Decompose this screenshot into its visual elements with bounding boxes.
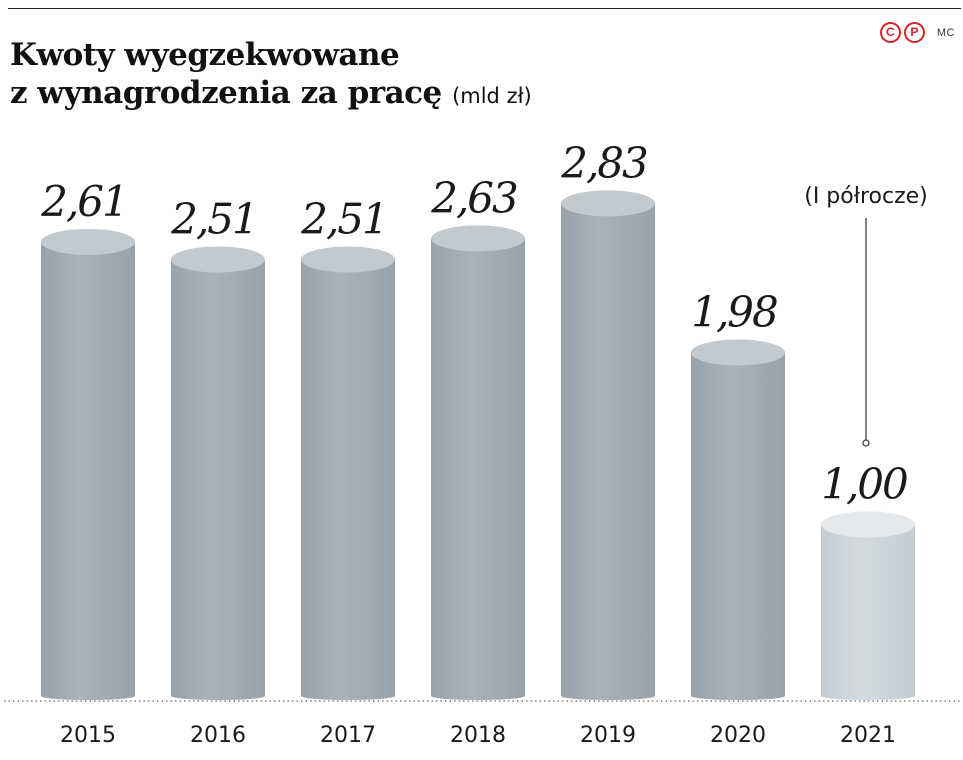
annotation-label: (I półrocze)	[804, 184, 928, 209]
value-label-2018: 2,63	[430, 173, 517, 222]
bar-body	[821, 524, 915, 700]
tick-label-2015: 2015	[60, 723, 116, 748]
bar-body	[691, 352, 785, 700]
tick-label-2019: 2019	[580, 723, 636, 748]
tick-label-2017: 2017	[320, 723, 376, 748]
copyright-p-icon: P	[903, 22, 925, 43]
value-label-2017: 2,51	[300, 194, 387, 243]
top-rule	[8, 8, 961, 9]
bar-body	[301, 259, 395, 700]
bar-2017	[301, 246, 395, 700]
bar-body	[561, 203, 655, 700]
bar-2018	[431, 225, 525, 700]
bar-2015	[41, 228, 135, 700]
bar-body	[431, 238, 525, 700]
chart-title: Kwoty wyegzekwowane z wynagrodzenia za p…	[10, 36, 532, 115]
tick-label-2016: 2016	[190, 723, 246, 748]
bar-2016	[171, 246, 265, 700]
bar-body	[171, 259, 265, 700]
value-label-2016: 2,51	[170, 194, 257, 243]
copyright-c-icon: C	[879, 22, 901, 43]
bar-cap	[561, 190, 655, 217]
annotation-dot	[862, 439, 870, 447]
chart-title-line2: z wynagrodzenia za pracę	[10, 75, 442, 111]
bar-cap	[171, 246, 265, 273]
author-initials: MC	[936, 26, 955, 39]
tick-label-2021: 2021	[840, 723, 896, 748]
value-label-2021: 1,00	[821, 460, 908, 509]
chart-title-line1: Kwoty wyegzekwowane	[10, 37, 400, 73]
value-label-2015: 2,61	[40, 177, 127, 226]
bar-cap	[41, 228, 135, 255]
publisher-logo: C P MC	[879, 22, 955, 43]
bar-2019	[561, 190, 655, 700]
bar-cap	[431, 225, 525, 252]
bar-body	[41, 241, 135, 700]
value-label-2020: 1,98	[691, 288, 778, 337]
bar-cap	[821, 511, 915, 538]
value-label-2019: 2,83	[560, 138, 647, 187]
tick-label-2018: 2018	[450, 723, 506, 748]
chart-unit: (mld zł)	[452, 84, 532, 108]
bar-2020	[691, 339, 785, 700]
bar-cap	[301, 246, 395, 273]
bar-2021	[821, 511, 915, 700]
tick-label-2020: 2020	[710, 723, 766, 748]
bar-cap	[691, 339, 785, 366]
